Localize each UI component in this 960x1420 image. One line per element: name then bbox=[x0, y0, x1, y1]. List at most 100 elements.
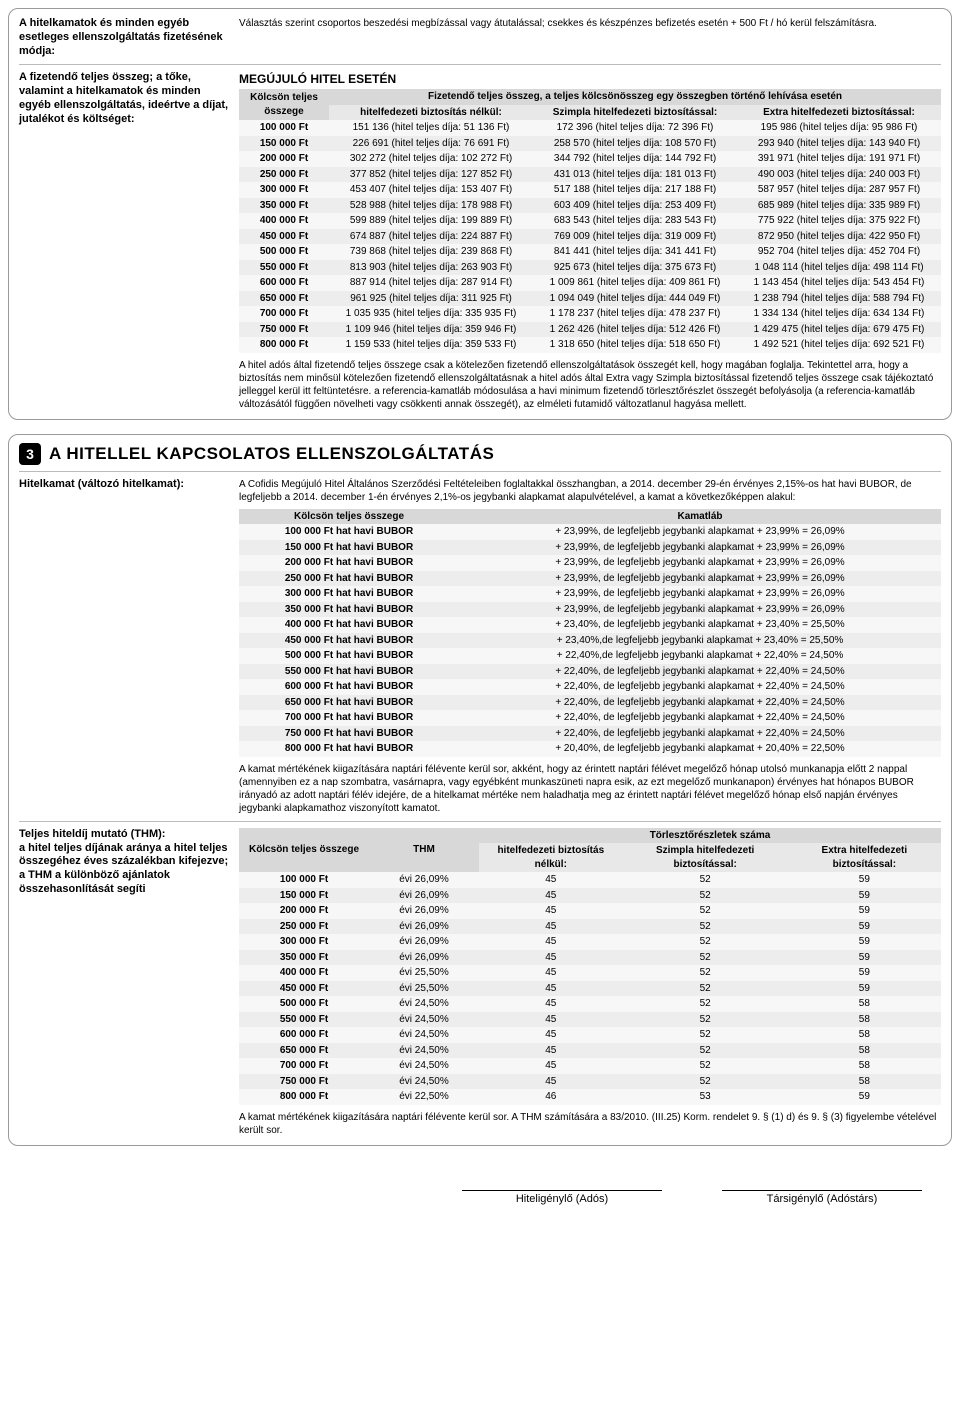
table-row: 400 000 Ftévi 25,50%455259 bbox=[239, 965, 941, 981]
table-cell: 58 bbox=[788, 1043, 941, 1059]
table-row: 450 000 Ftévi 25,50%455259 bbox=[239, 981, 941, 997]
table-cell: 1 009 861 (hitel teljes díja: 409 861 Ft… bbox=[533, 275, 737, 291]
table-cell: 150 000 Ft bbox=[239, 136, 329, 152]
table-cell: 200 000 Ft bbox=[239, 903, 369, 919]
table-cell: 453 407 (hitel teljes díja: 153 407 Ft) bbox=[329, 182, 533, 198]
table-cell: 58 bbox=[788, 996, 941, 1012]
table-cell: 52 bbox=[623, 981, 788, 997]
table-cell: 739 868 (hitel teljes díja: 239 868 Ft) bbox=[329, 244, 533, 260]
table-cell: 600 000 Ft hat havi BUBOR bbox=[239, 679, 459, 695]
table-cell: 59 bbox=[788, 981, 941, 997]
payment-method-label: A hitelkamatok és minden egyéb esetleges… bbox=[19, 17, 239, 58]
table-cell: 813 903 (hitel teljes díja: 263 903 Ft) bbox=[329, 260, 533, 276]
table-row: 350 000 Ft hat havi BUBOR+ 23,99%, de le… bbox=[239, 602, 941, 618]
table-cell: 59 bbox=[788, 950, 941, 966]
t3-sub-noins: hitelfedezeti biztosítás nélkül: bbox=[479, 843, 623, 872]
table-row: 200 000 Ftévi 26,09%455259 bbox=[239, 903, 941, 919]
t1-sub-extra: Extra hitelfedezeti biztosítással: bbox=[737, 105, 941, 121]
table-row: 250 000 Ft hat havi BUBOR+ 23,99%, de le… bbox=[239, 571, 941, 587]
table-cell: évi 24,50% bbox=[369, 1058, 479, 1074]
payment-method-text: Választás szerint csoportos beszedési me… bbox=[239, 17, 941, 58]
table-cell: 550 000 Ft bbox=[239, 1012, 369, 1028]
total-payable-label: A fizetendő teljes összeg; a tőke, valam… bbox=[19, 71, 239, 411]
table-cell: 1 429 475 (hitel teljes díja: 679 475 Ft… bbox=[737, 322, 941, 338]
table-cell: 1 035 935 (hitel teljes díja: 335 935 Ft… bbox=[329, 306, 533, 322]
table-cell: 52 bbox=[623, 919, 788, 935]
table-cell: 500 000 Ft bbox=[239, 244, 329, 260]
table-row: 400 000 Ft hat havi BUBOR+ 23,40%, de le… bbox=[239, 617, 941, 633]
table-cell: 300 000 Ft hat havi BUBOR bbox=[239, 586, 459, 602]
table-cell: 800 000 Ft bbox=[239, 1089, 369, 1105]
t1-sub-simpla: Szimpla hitelfedezeti biztosítással: bbox=[533, 105, 737, 121]
table-cell: 45 bbox=[479, 934, 623, 950]
table-cell: + 20,40%, de legfeljebb jegybanki alapka… bbox=[459, 741, 941, 757]
table-row: 550 000 Ft813 903 (hitel teljes díja: 26… bbox=[239, 260, 941, 276]
table-cell: 700 000 Ft bbox=[239, 1058, 369, 1074]
table-cell: 1 159 533 (hitel teljes díja: 359 533 Ft… bbox=[329, 337, 533, 353]
table-cell: 1 262 426 (hitel teljes díja: 512 426 Ft… bbox=[533, 322, 737, 338]
table-cell: évi 22,50% bbox=[369, 1089, 479, 1105]
t2-col-amount: Kölcsön teljes összege bbox=[239, 509, 459, 525]
signature-area: Hiteligénylő (Adós) Társigénylő (Adóstár… bbox=[8, 1160, 952, 1215]
table-cell: 52 bbox=[623, 872, 788, 888]
table-cell: 58 bbox=[788, 1012, 941, 1028]
table-cell: + 23,99%, de legfeljebb jegybanki alapka… bbox=[459, 524, 941, 540]
table-row: 300 000 Ftévi 26,09%455259 bbox=[239, 934, 941, 950]
table-cell: 300 000 Ft bbox=[239, 182, 329, 198]
table-cell: 1 143 454 (hitel teljes díja: 543 454 Ft… bbox=[737, 275, 941, 291]
total-payable-table: Kölcsön teljes összege Fizetendő teljes … bbox=[239, 89, 941, 353]
table-cell: 450 000 Ft bbox=[239, 981, 369, 997]
table-cell: 650 000 Ft hat havi BUBOR bbox=[239, 695, 459, 711]
table-cell: 350 000 Ft bbox=[239, 198, 329, 214]
table-cell: 45 bbox=[479, 888, 623, 904]
table-cell: évi 26,09% bbox=[369, 934, 479, 950]
signature-coapplicant: Társigénylő (Adóstárs) bbox=[722, 1190, 922, 1205]
table-cell: 450 000 Ft bbox=[239, 229, 329, 245]
t3-col-thm: THM bbox=[369, 828, 479, 873]
table-cell: 45 bbox=[479, 1012, 623, 1028]
table-cell: évi 25,50% bbox=[369, 965, 479, 981]
table-cell: 431 013 (hitel teljes díja: 181 013 Ft) bbox=[533, 167, 737, 183]
table-cell: 500 000 Ft bbox=[239, 996, 369, 1012]
table-cell: 700 000 Ft bbox=[239, 306, 329, 322]
table-cell: 650 000 Ft bbox=[239, 1043, 369, 1059]
table-cell: 800 000 Ft hat havi BUBOR bbox=[239, 741, 459, 757]
table-cell: 58 bbox=[788, 1058, 941, 1074]
table-cell: évi 26,09% bbox=[369, 919, 479, 935]
table-cell: évi 26,09% bbox=[369, 903, 479, 919]
table-cell: 841 441 (hitel teljes díja: 341 441 Ft) bbox=[533, 244, 737, 260]
thm-table: Kölcsön teljes összege THM Törlesztőrész… bbox=[239, 828, 941, 1105]
table-cell: 58 bbox=[788, 1027, 941, 1043]
table-cell: + 22,40%,de legfeljebb jegybanki alapkam… bbox=[459, 648, 941, 664]
table-cell: 226 691 (hitel teljes díja: 76 691 Ft) bbox=[329, 136, 533, 152]
table-cell: 769 009 (hitel teljes díja: 319 009 Ft) bbox=[533, 229, 737, 245]
table-cell: + 23,99%, de legfeljebb jegybanki alapka… bbox=[459, 602, 941, 618]
table-cell: 674 887 (hitel teljes díja: 224 887 Ft) bbox=[329, 229, 533, 245]
table-row: 750 000 Ftévi 24,50%455258 bbox=[239, 1074, 941, 1090]
table-cell: 1 109 946 (hitel teljes díja: 359 946 Ft… bbox=[329, 322, 533, 338]
t3-note: A kamat mértékének kiigazítására naptári… bbox=[239, 1111, 941, 1137]
table-cell: 52 bbox=[623, 950, 788, 966]
table-cell: 517 188 (hitel teljes díja: 217 188 Ft) bbox=[533, 182, 737, 198]
table-cell: 550 000 Ft bbox=[239, 260, 329, 276]
table-cell: + 23,99%, de legfeljebb jegybanki alapka… bbox=[459, 555, 941, 571]
table-cell: 400 000 Ft hat havi BUBOR bbox=[239, 617, 459, 633]
thm-label: Teljes hiteldíj mutató (THM): a hitel te… bbox=[19, 828, 239, 1137]
interest-intro: A Cofidis Megújuló Hitel Általános Szerz… bbox=[239, 478, 941, 505]
table-cell: 683 543 (hitel teljes díja: 283 543 Ft) bbox=[533, 213, 737, 229]
table-cell: 151 136 (hitel teljes díja: 51 136 Ft) bbox=[329, 120, 533, 136]
table-cell: 700 000 Ft hat havi BUBOR bbox=[239, 710, 459, 726]
table-cell: 52 bbox=[623, 888, 788, 904]
table-row: 650 000 Ft hat havi BUBOR+ 22,40%, de le… bbox=[239, 695, 941, 711]
table-row: 450 000 Ft674 887 (hitel teljes díja: 22… bbox=[239, 229, 941, 245]
table-row: 100 000 Ftévi 26,09%455259 bbox=[239, 872, 941, 888]
table-cell: 45 bbox=[479, 919, 623, 935]
table-row: 600 000 Ft hat havi BUBOR+ 22,40%, de le… bbox=[239, 679, 941, 695]
table-cell: 1 334 134 (hitel teljes díja: 634 134 Ft… bbox=[737, 306, 941, 322]
table-cell: + 22,40%, de legfeljebb jegybanki alapka… bbox=[459, 710, 941, 726]
section-title: A HITELLEL KAPCSOLATOS ELLENSZOLGÁLTATÁS bbox=[49, 444, 494, 464]
table-row: 100 000 Ft hat havi BUBOR+ 23,99%, de le… bbox=[239, 524, 941, 540]
table-cell: 45 bbox=[479, 1027, 623, 1043]
table-row: 350 000 Ftévi 26,09%455259 bbox=[239, 950, 941, 966]
table-cell: 45 bbox=[479, 996, 623, 1012]
